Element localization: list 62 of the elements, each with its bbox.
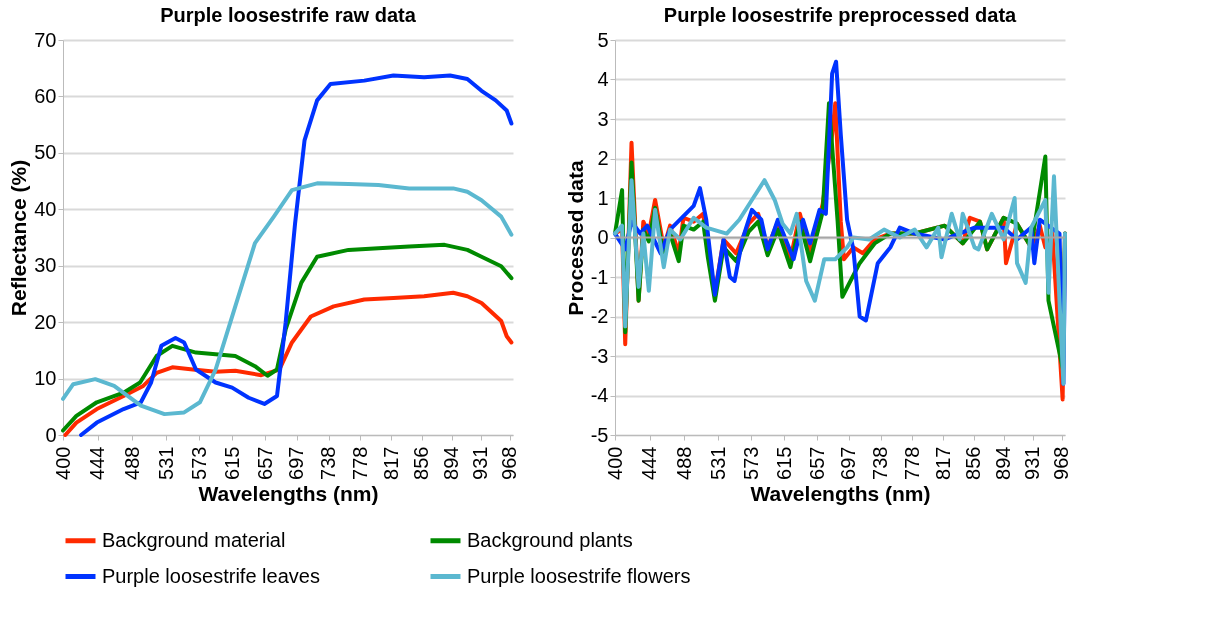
legend-label: Purple loosestrife flowers [467, 564, 691, 587]
x-tick-label: 856 [962, 446, 985, 480]
x-tick-label: 573 [187, 446, 210, 480]
x-tick-label: 856 [410, 446, 433, 480]
x-tick-label: 894 [992, 446, 1015, 480]
x-tick-label: 697 [285, 446, 308, 480]
y-tick-label: 10 [34, 367, 57, 390]
x-tick-label: 657 [253, 446, 276, 480]
x-tick-label: 488 [120, 446, 143, 480]
chart-title: Purple loosestrife preprocessed data [663, 4, 1018, 26]
x-tick-label: 615 [220, 446, 243, 480]
x-axis-title: Wavelengths (nm) [750, 481, 931, 505]
y-tick-label: 70 [34, 28, 57, 51]
y-tick-label: -4 [590, 384, 609, 406]
x-tick-label: 400 [51, 446, 74, 480]
y-tick-label: 1 [597, 186, 609, 209]
y-tick-label: -2 [590, 305, 609, 327]
y-axis-title: Processed data [563, 160, 587, 316]
y-tick-label: -3 [590, 344, 609, 367]
y-tick-label: 50 [34, 141, 57, 164]
x-tick-label: 400 [603, 446, 626, 480]
x-tick-label: 531 [706, 446, 729, 480]
x-tick-label: 444 [86, 446, 109, 480]
line-series [79, 73, 514, 437]
legend-label: Purple loosestrife leaves [102, 564, 320, 587]
y-tick-label: 0 [597, 226, 609, 248]
x-tick-label: 894 [440, 446, 463, 480]
chart-title: Purple loosestrife raw data [160, 4, 417, 26]
y-tick-label: 3 [597, 107, 609, 130]
y-tick-label: -5 [590, 423, 609, 446]
x-tick-label: 488 [672, 446, 695, 480]
x-axis-title: Wavelengths (nm) [198, 481, 379, 505]
x-tick-label: 968 [1050, 446, 1073, 480]
y-tick-label: 4 [597, 68, 609, 90]
y-tick-label: -1 [590, 265, 609, 288]
line-series [61, 181, 514, 417]
x-tick-label: 738 [869, 446, 892, 480]
x-tick-label: 657 [805, 446, 828, 480]
x-tick-label: 615 [772, 446, 795, 480]
x-tick-label: 968 [498, 446, 521, 480]
x-tick-label: 573 [739, 446, 762, 480]
x-tick-label: 531 [154, 446, 177, 480]
x-tick-label: 697 [837, 446, 860, 480]
x-tick-label: 817 [379, 446, 402, 480]
x-tick-label: 738 [317, 446, 340, 480]
legend-label: Background material [102, 528, 286, 551]
x-tick-label: 444 [638, 446, 661, 480]
y-tick-label: 0 [45, 423, 57, 446]
y-tick-label: 60 [34, 84, 57, 107]
x-tick-label: 931 [469, 446, 492, 480]
line-series [613, 174, 1067, 386]
x-tick-label: 778 [348, 446, 371, 480]
x-tick-label: 931 [1021, 446, 1044, 480]
y-axis-title: Reflectance (%) [7, 159, 31, 317]
y-tick-label: 40 [34, 197, 57, 220]
legend-label: Background plants [467, 528, 633, 551]
y-tick-label: 2 [597, 147, 609, 169]
y-tick-label: 30 [34, 254, 57, 277]
x-tick-label: 778 [900, 446, 923, 480]
y-tick-label: 5 [597, 28, 609, 51]
x-tick-label: 817 [931, 446, 954, 480]
y-tick-label: 20 [34, 310, 57, 333]
